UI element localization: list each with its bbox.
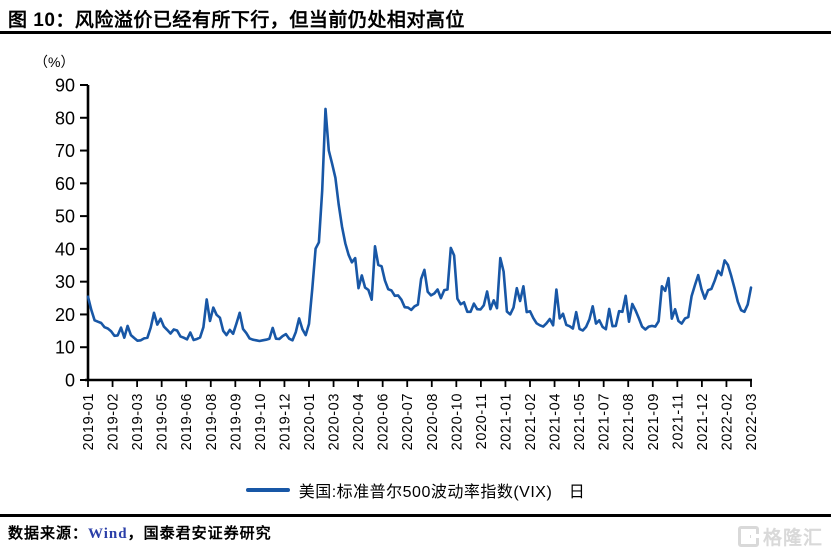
svg-text:2021-09: 2021-09 bbox=[646, 393, 662, 450]
y-axis-unit-label: （%） bbox=[34, 54, 75, 70]
svg-text:2019-08: 2019-08 bbox=[204, 393, 220, 450]
svg-text:2019-01: 2019-01 bbox=[81, 393, 97, 450]
svg-text:30: 30 bbox=[55, 272, 75, 292]
wind-label: Wind bbox=[88, 526, 128, 542]
svg-text:20: 20 bbox=[55, 305, 75, 325]
svg-text:2022-03: 2022-03 bbox=[744, 393, 760, 450]
svg-text:2019-09: 2019-09 bbox=[228, 393, 244, 450]
svg-text:2022-02: 2022-02 bbox=[719, 393, 735, 450]
svg-text:2019-10: 2019-10 bbox=[253, 393, 269, 450]
svg-text:2020-07: 2020-07 bbox=[400, 393, 416, 450]
svg-text:70: 70 bbox=[55, 141, 75, 161]
svg-text:2020-03: 2020-03 bbox=[327, 393, 343, 450]
svg-text:2019-02: 2019-02 bbox=[106, 393, 122, 450]
svg-text:10: 10 bbox=[55, 338, 75, 358]
svg-text:2020-06: 2020-06 bbox=[376, 393, 392, 450]
svg-text:2020-04: 2020-04 bbox=[351, 393, 367, 450]
svg-text:60: 60 bbox=[55, 174, 75, 194]
svg-text:2021-07: 2021-07 bbox=[597, 393, 613, 450]
svg-text:2019-05: 2019-05 bbox=[155, 393, 171, 450]
svg-text:2020-08: 2020-08 bbox=[425, 393, 441, 450]
svg-text:2021-01: 2021-01 bbox=[498, 393, 514, 450]
svg-text:2021-08: 2021-08 bbox=[621, 393, 637, 450]
chart-legend: 美国:标准普尔500波动率指数(VIX) 日 bbox=[0, 478, 831, 502]
gelonghui-watermark-text: 格隆汇 bbox=[762, 528, 823, 549]
vix-line-chart: 0 10 20 30 40 50 60 70 80 90 2019-01 2019-02 2019-03… bbox=[55, 76, 760, 451]
legend-series-label: 美国:标准普尔500波动率指数(VIX) 日 bbox=[298, 484, 586, 501]
svg-text:2019-12: 2019-12 bbox=[277, 393, 293, 450]
svg-text:2020-11: 2020-11 bbox=[474, 393, 490, 449]
gelonghui-watermark: 格隆汇 bbox=[737, 523, 823, 550]
svg-text:0: 0 bbox=[65, 371, 75, 391]
svg-text:90: 90 bbox=[55, 76, 75, 96]
svg-text:2020-10: 2020-10 bbox=[449, 393, 465, 450]
data-source-text: 数据来源：Wind，国泰君安证券研究 bbox=[8, 522, 272, 543]
svg-text:2020-01: 2020-01 bbox=[302, 393, 318, 450]
title-divider bbox=[0, 31, 831, 34]
source-suffix: ，国泰君安证券研究 bbox=[127, 525, 272, 542]
svg-text:2019-03: 2019-03 bbox=[130, 393, 146, 450]
svg-text:2021-05: 2021-05 bbox=[572, 393, 588, 450]
svg-text:50: 50 bbox=[55, 207, 75, 227]
gelonghui-logo-icon bbox=[737, 526, 759, 547]
legend-line-marker bbox=[245, 488, 290, 492]
svg-text:2019-06: 2019-06 bbox=[179, 393, 195, 450]
svg-text:2021-02: 2021-02 bbox=[523, 393, 539, 450]
source-divider bbox=[0, 514, 831, 517]
svg-text:2021-12: 2021-12 bbox=[695, 393, 711, 450]
svg-text:40: 40 bbox=[55, 239, 75, 259]
figure-title: 图 10：风险溢价已经有所下行，但当前仍处相对高位 bbox=[8, 10, 465, 31]
svg-text:80: 80 bbox=[55, 108, 75, 128]
svg-text:2021-11: 2021-11 bbox=[670, 393, 686, 449]
svg-text:2021-04: 2021-04 bbox=[548, 393, 564, 450]
footer-row: 数据来源：Wind，国泰君安证券研究 格隆汇 bbox=[0, 520, 831, 552]
source-prefix: 数据来源： bbox=[8, 525, 89, 542]
